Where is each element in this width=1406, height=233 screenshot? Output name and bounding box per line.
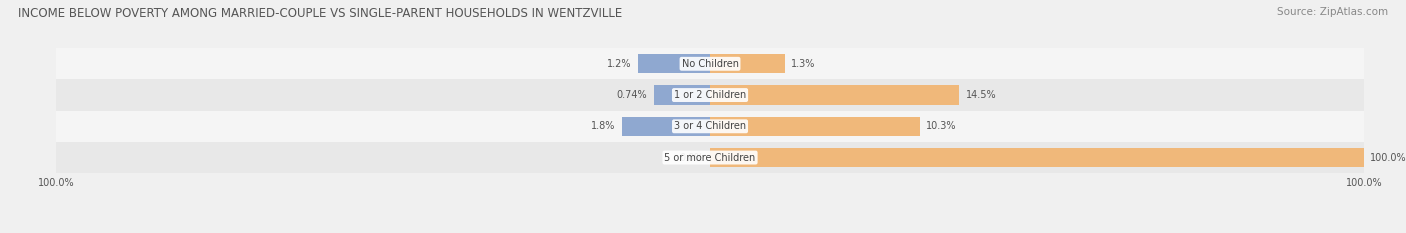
Bar xyxy=(710,54,785,73)
Text: INCOME BELOW POVERTY AMONG MARRIED-COUPLE VS SINGLE-PARENT HOUSEHOLDS IN WENTZVI: INCOME BELOW POVERTY AMONG MARRIED-COUPL… xyxy=(18,7,623,20)
Bar xyxy=(638,54,710,73)
Text: 0.74%: 0.74% xyxy=(617,90,647,100)
Bar xyxy=(56,48,1364,79)
Bar xyxy=(56,79,1364,111)
Text: 1.2%: 1.2% xyxy=(607,59,631,69)
Bar xyxy=(56,111,1364,142)
Bar xyxy=(56,142,1364,173)
Text: 1.8%: 1.8% xyxy=(592,121,616,131)
Text: 1 or 2 Children: 1 or 2 Children xyxy=(673,90,747,100)
Text: 0.0%: 0.0% xyxy=(679,153,703,163)
Bar xyxy=(710,85,959,105)
Text: 10.3%: 10.3% xyxy=(927,121,957,131)
Text: 100.0%: 100.0% xyxy=(1371,153,1406,163)
Text: No Children: No Children xyxy=(682,59,738,69)
Bar xyxy=(623,116,710,136)
Text: Source: ZipAtlas.com: Source: ZipAtlas.com xyxy=(1277,7,1388,17)
Bar xyxy=(654,85,710,105)
Text: 14.5%: 14.5% xyxy=(966,90,995,100)
Text: 3 or 4 Children: 3 or 4 Children xyxy=(673,121,747,131)
Bar xyxy=(710,116,920,136)
Text: 1.3%: 1.3% xyxy=(792,59,815,69)
Bar xyxy=(710,148,1364,167)
Text: 5 or more Children: 5 or more Children xyxy=(665,153,755,163)
